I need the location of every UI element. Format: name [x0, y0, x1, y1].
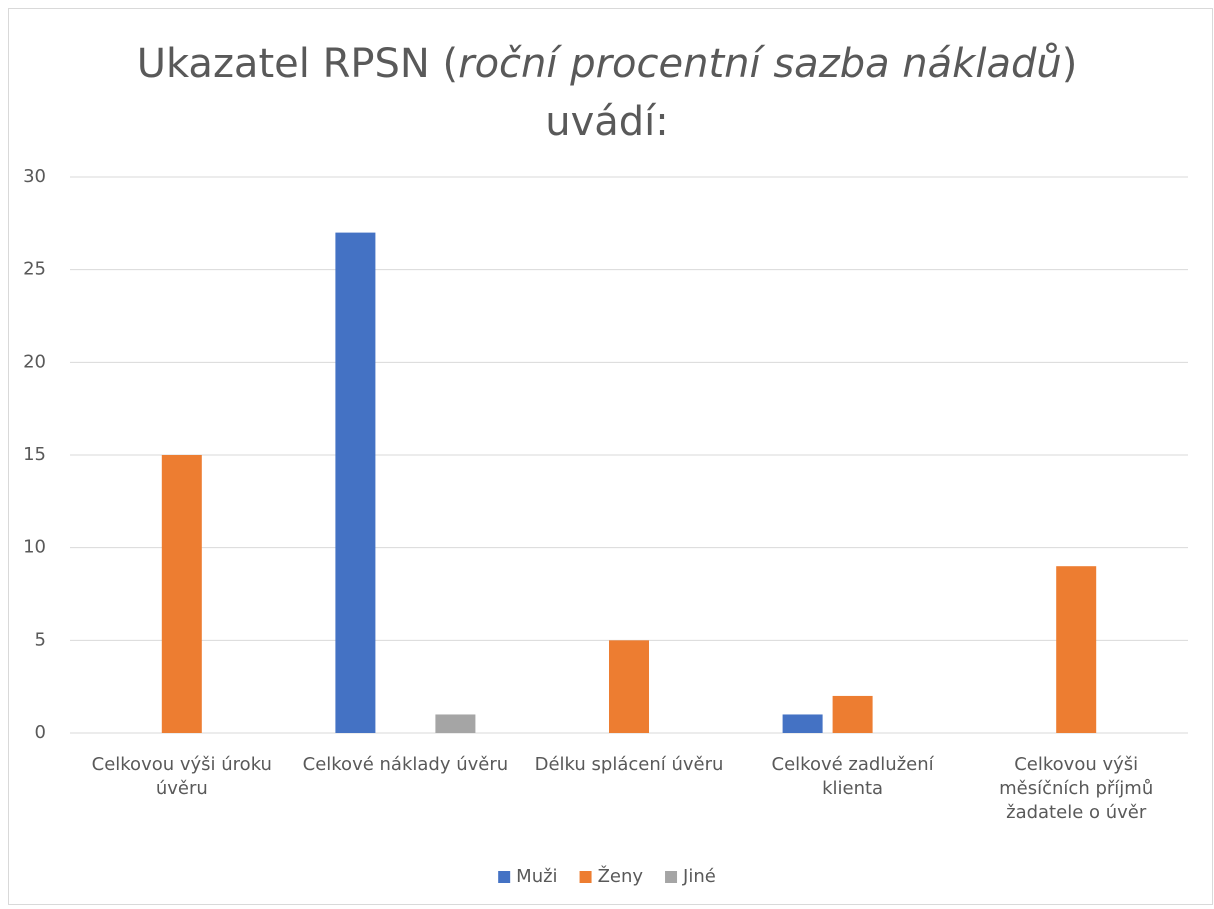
- bar: [435, 714, 476, 733]
- bar: [1056, 566, 1097, 733]
- y-tick-label: 5: [35, 629, 46, 650]
- legend-swatch: [498, 871, 511, 883]
- x-tick-label: Celkové zadlužení klienta: [772, 754, 935, 799]
- title-part: ): [1062, 41, 1078, 87]
- bar: [609, 640, 649, 733]
- y-tick-label: 15: [23, 444, 46, 465]
- label-line: žadatele o úvěr: [1006, 802, 1147, 823]
- x-tick-label: Celkovou výši úroku úvěru: [92, 754, 272, 799]
- legend-swatch: [665, 871, 678, 883]
- chart-title: Ukazatel RPSN (roční procentní sazba nák…: [137, 41, 1078, 87]
- y-tick-label: 0: [35, 722, 46, 743]
- title-italic: roční procentní sazba nákladů: [458, 41, 1062, 87]
- label-line: klienta: [822, 778, 883, 799]
- legend-label: Muži: [516, 866, 557, 887]
- bar: [782, 714, 823, 733]
- label-line: Celkovou výši úroku: [92, 754, 272, 775]
- chart-border: [8, 8, 1213, 905]
- chart-title: uvádí:: [545, 99, 669, 145]
- label-line: Celkové zadlužení: [772, 754, 935, 775]
- label-line: měsíčních příjmů: [999, 778, 1153, 799]
- label-line: Délku splácení úvěru: [535, 754, 724, 775]
- title-part: Ukazatel RPSN (: [137, 41, 458, 87]
- label-line: Celkové náklady úvěru: [303, 754, 509, 775]
- y-tick-label: 20: [23, 351, 46, 372]
- bar: [832, 695, 873, 733]
- bar: [161, 455, 202, 733]
- label-line: úvěru: [156, 778, 208, 799]
- y-tick-label: 10: [23, 537, 46, 558]
- x-tick-label: Celkovou výši měsíčních příjmů žadatele o …: [999, 754, 1153, 823]
- legend-label: Ženy: [598, 865, 644, 887]
- y-tick-label: 30: [23, 166, 46, 187]
- label-line: Celkovou výši: [1014, 754, 1138, 775]
- legend-swatch: [579, 871, 592, 883]
- legend-label: Jiné: [682, 866, 716, 887]
- y-tick-label: 25: [23, 259, 46, 280]
- x-tick-label: Celkové náklady úvěru: [303, 754, 509, 775]
- bar: [335, 232, 376, 733]
- x-tick-label: Délku splácení úvěru: [535, 754, 724, 775]
